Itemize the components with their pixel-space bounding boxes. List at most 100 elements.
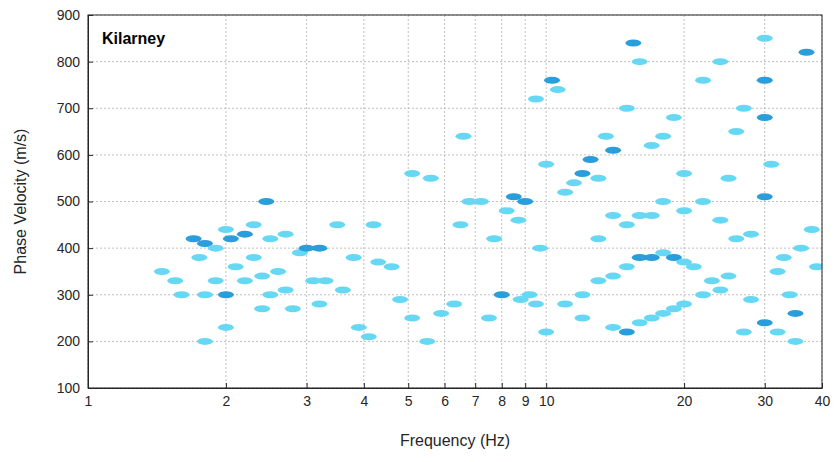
dispersion-blob (655, 133, 671, 140)
tick: 400 (57, 240, 93, 256)
dispersion-blob (736, 329, 752, 336)
tick: 3 (303, 383, 311, 409)
tick: 800 (57, 54, 93, 70)
grid-line (88, 61, 822, 62)
tick-label: 40 (815, 393, 831, 409)
dispersion-blob (605, 273, 621, 280)
dispersion-blob (809, 263, 822, 270)
dispersion-blob (318, 277, 334, 284)
grid-line (88, 248, 822, 249)
dispersion-blob (208, 245, 224, 252)
dispersion-blob (782, 291, 798, 298)
dispersion-blob (557, 189, 573, 196)
tick-mark (475, 383, 476, 388)
dispersion-blob (804, 226, 820, 233)
x-axis-title: Frequency (Hz) (400, 432, 510, 449)
dispersion-blob (517, 198, 533, 205)
dispersion-blob (728, 235, 744, 242)
tick-label: 700 (57, 100, 81, 116)
dispersion-blob (197, 338, 213, 345)
grid-line (306, 15, 307, 388)
dispersion-blob (494, 291, 510, 298)
plot: 1234567891020304010020030040050060070080… (57, 7, 831, 409)
dispersion-blob (619, 263, 635, 270)
dispersion-blob (285, 305, 301, 312)
tick-mark (88, 202, 93, 203)
tick: 200 (57, 333, 93, 349)
tick-mark (88, 62, 93, 63)
dispersion-blob (757, 114, 773, 121)
dispersion-blob (538, 329, 554, 336)
dispersion-blob (167, 277, 183, 284)
tick-mark (445, 383, 446, 388)
dispersion-blob (574, 291, 590, 298)
dispersion-blob (191, 254, 207, 261)
dispersion-blob (538, 161, 554, 168)
title: Kilarney (102, 30, 165, 47)
tick-mark (88, 15, 93, 16)
dispersion-blob (712, 58, 728, 65)
tick-mark (822, 383, 823, 388)
dispersion-blob (329, 221, 345, 228)
dispersion-blob (757, 193, 773, 200)
tick: 2 (223, 383, 231, 409)
dispersion-blob (499, 207, 515, 214)
dispersion-blob (254, 273, 270, 280)
tick: 100 (57, 380, 93, 396)
dispersion-blob (574, 315, 590, 322)
tick: 20 (677, 383, 693, 409)
dispersion-blob (473, 198, 489, 205)
tick-mark (88, 108, 93, 109)
dispersion-blob (237, 231, 253, 238)
tick: 10 (539, 383, 555, 409)
tick: 300 (57, 287, 93, 303)
dispersion-blob (757, 319, 773, 326)
y-axis: 100200300400500600700800900 (57, 7, 93, 396)
dispersion-blob (370, 259, 386, 266)
dispersion-blob (335, 287, 351, 294)
dispersion-blob (770, 329, 786, 336)
tick-label: 8 (498, 393, 506, 409)
dispersion-blob (254, 305, 270, 312)
grid-line (88, 108, 822, 109)
tick-mark (364, 383, 365, 388)
dispersion-blob (346, 254, 362, 261)
dispersion-blob (278, 231, 294, 238)
tick-label: 30 (757, 393, 773, 409)
dispersion-blob (557, 301, 573, 308)
dispersion-blob (757, 35, 773, 42)
dispersion-blob (528, 95, 544, 102)
tick: 8 (498, 383, 506, 409)
dispersion-blob (712, 287, 728, 294)
tick: 9 (522, 383, 530, 409)
dispersion-blob (423, 175, 439, 182)
tick: 700 (57, 100, 93, 116)
dispersion-blob (361, 333, 377, 340)
dispersion-blob (676, 301, 692, 308)
dispersion-blob (583, 156, 599, 163)
tick-mark (546, 383, 547, 388)
dispersion-blob (632, 58, 648, 65)
dispersion-blob (605, 212, 621, 219)
dispersion-blob (655, 198, 671, 205)
tick-label: 900 (57, 7, 81, 23)
dispersion-blob (605, 324, 621, 331)
dispersion-blob (605, 147, 621, 154)
dispersion-blob (566, 179, 582, 186)
dispersion-blob (532, 245, 548, 252)
tick: 6 (441, 383, 449, 409)
dispersion-blob (262, 235, 278, 242)
tick-mark (765, 383, 766, 388)
dispersion-blob (619, 329, 635, 336)
dispersion-blob (258, 198, 274, 205)
tick: 900 (57, 7, 93, 23)
dispersion-blob (695, 198, 711, 205)
tick-label: 7 (472, 393, 480, 409)
dispersion-blob (763, 161, 779, 168)
tick-label: 300 (57, 287, 81, 303)
dispersion-blob (574, 170, 590, 177)
dispersion-blob (384, 263, 400, 270)
dispersion-blob (218, 324, 234, 331)
dispersion-blob (218, 226, 234, 233)
dispersion-blob (311, 245, 327, 252)
